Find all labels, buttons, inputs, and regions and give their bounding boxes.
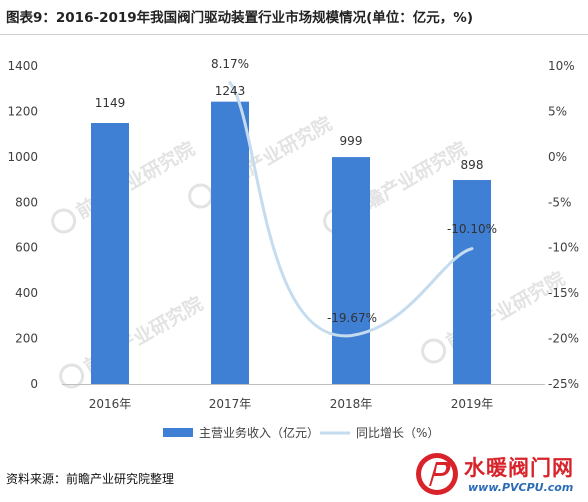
watermark: 前瞻产业研究院	[421, 267, 569, 364]
y-right-tick-label: -25%	[548, 377, 579, 391]
bar-data-label: 999	[340, 134, 363, 148]
bar	[91, 123, 129, 385]
x-tick-label: 2019年	[451, 397, 494, 411]
y-left-tick-label: 200	[15, 332, 38, 346]
bar-data-label: 898	[461, 158, 484, 172]
title-divider	[0, 34, 588, 35]
y-right-tick-label: 10%	[548, 59, 575, 73]
y-left-tick-label: 1200	[7, 104, 38, 118]
legend-bar-label: 主营业务收入（亿元）	[199, 425, 319, 440]
legend-bar-swatch	[163, 428, 193, 437]
logo-mark-icon	[416, 453, 458, 495]
bars-layer	[91, 101, 491, 385]
source-note: 资料来源：前瞻产业研究院整理	[6, 472, 175, 486]
bar	[211, 101, 249, 384]
y-right-tick-label: -10%	[548, 241, 579, 255]
y-right-tick-label: -5%	[548, 195, 571, 209]
growth-data-label: -19.67%	[327, 311, 377, 325]
y-left-tick-label: 800	[15, 195, 38, 209]
growth-line	[228, 81, 474, 338]
y-right-tick-label: -20%	[548, 332, 579, 346]
legend-line-label: 同比增长（%）	[356, 426, 439, 440]
growth-line-layer	[228, 81, 474, 338]
growth-data-label: -10.10%	[447, 222, 497, 236]
x-tick-label: 2017年	[209, 397, 252, 411]
logo-url: www.PVCPU.com	[468, 481, 574, 494]
watermark-logo-icon	[421, 338, 447, 364]
y-right-tick-label: 0%	[548, 150, 567, 164]
chart-title: 图表9：2016-2019年我国阀门驱动装置行业市场规模情况(单位：亿元，%)	[6, 10, 474, 26]
watermark-logo-icon	[59, 363, 85, 389]
watermark: 前瞻产业研究院	[59, 292, 207, 389]
logo-text: 水暖阀门网	[464, 456, 574, 480]
watermark-text: 前瞻产业研究院	[72, 137, 199, 223]
y-left-tick-label: 400	[15, 286, 38, 300]
bar	[453, 180, 491, 384]
legend: 主营业务收入（亿元） 同比增长（%）	[163, 425, 439, 440]
x-tick-label: 2016年	[89, 397, 132, 411]
y-left-tick-label: 0	[30, 377, 38, 391]
y-right-tick-label: 5%	[548, 104, 567, 118]
site-logo[interactable]: 水暖阀门网 www.PVCPU.com	[414, 450, 586, 498]
y-right-tick-label: -15%	[548, 286, 579, 300]
x-tick-label: 2018年	[330, 397, 373, 411]
growth-data-label: 8.17%	[211, 57, 249, 71]
y-left-tick-label: 1000	[7, 150, 38, 164]
y-left-tick-label: 1400	[7, 59, 38, 73]
data-labels-layer: 1149 1243 999 898 8.17% -19.67% -10.10%	[95, 57, 497, 325]
bar-data-label: 1243	[215, 84, 246, 98]
axes-layer: 0 200 400 600 800 1000 1200 1400 -25% -20% -15% -10…	[7, 59, 579, 411]
watermark-logo-icon	[188, 183, 214, 209]
bar-data-label: 1149	[95, 96, 126, 110]
bar	[332, 157, 370, 384]
y-left-tick-label: 600	[15, 241, 38, 255]
watermark-logo-icon	[51, 208, 77, 234]
